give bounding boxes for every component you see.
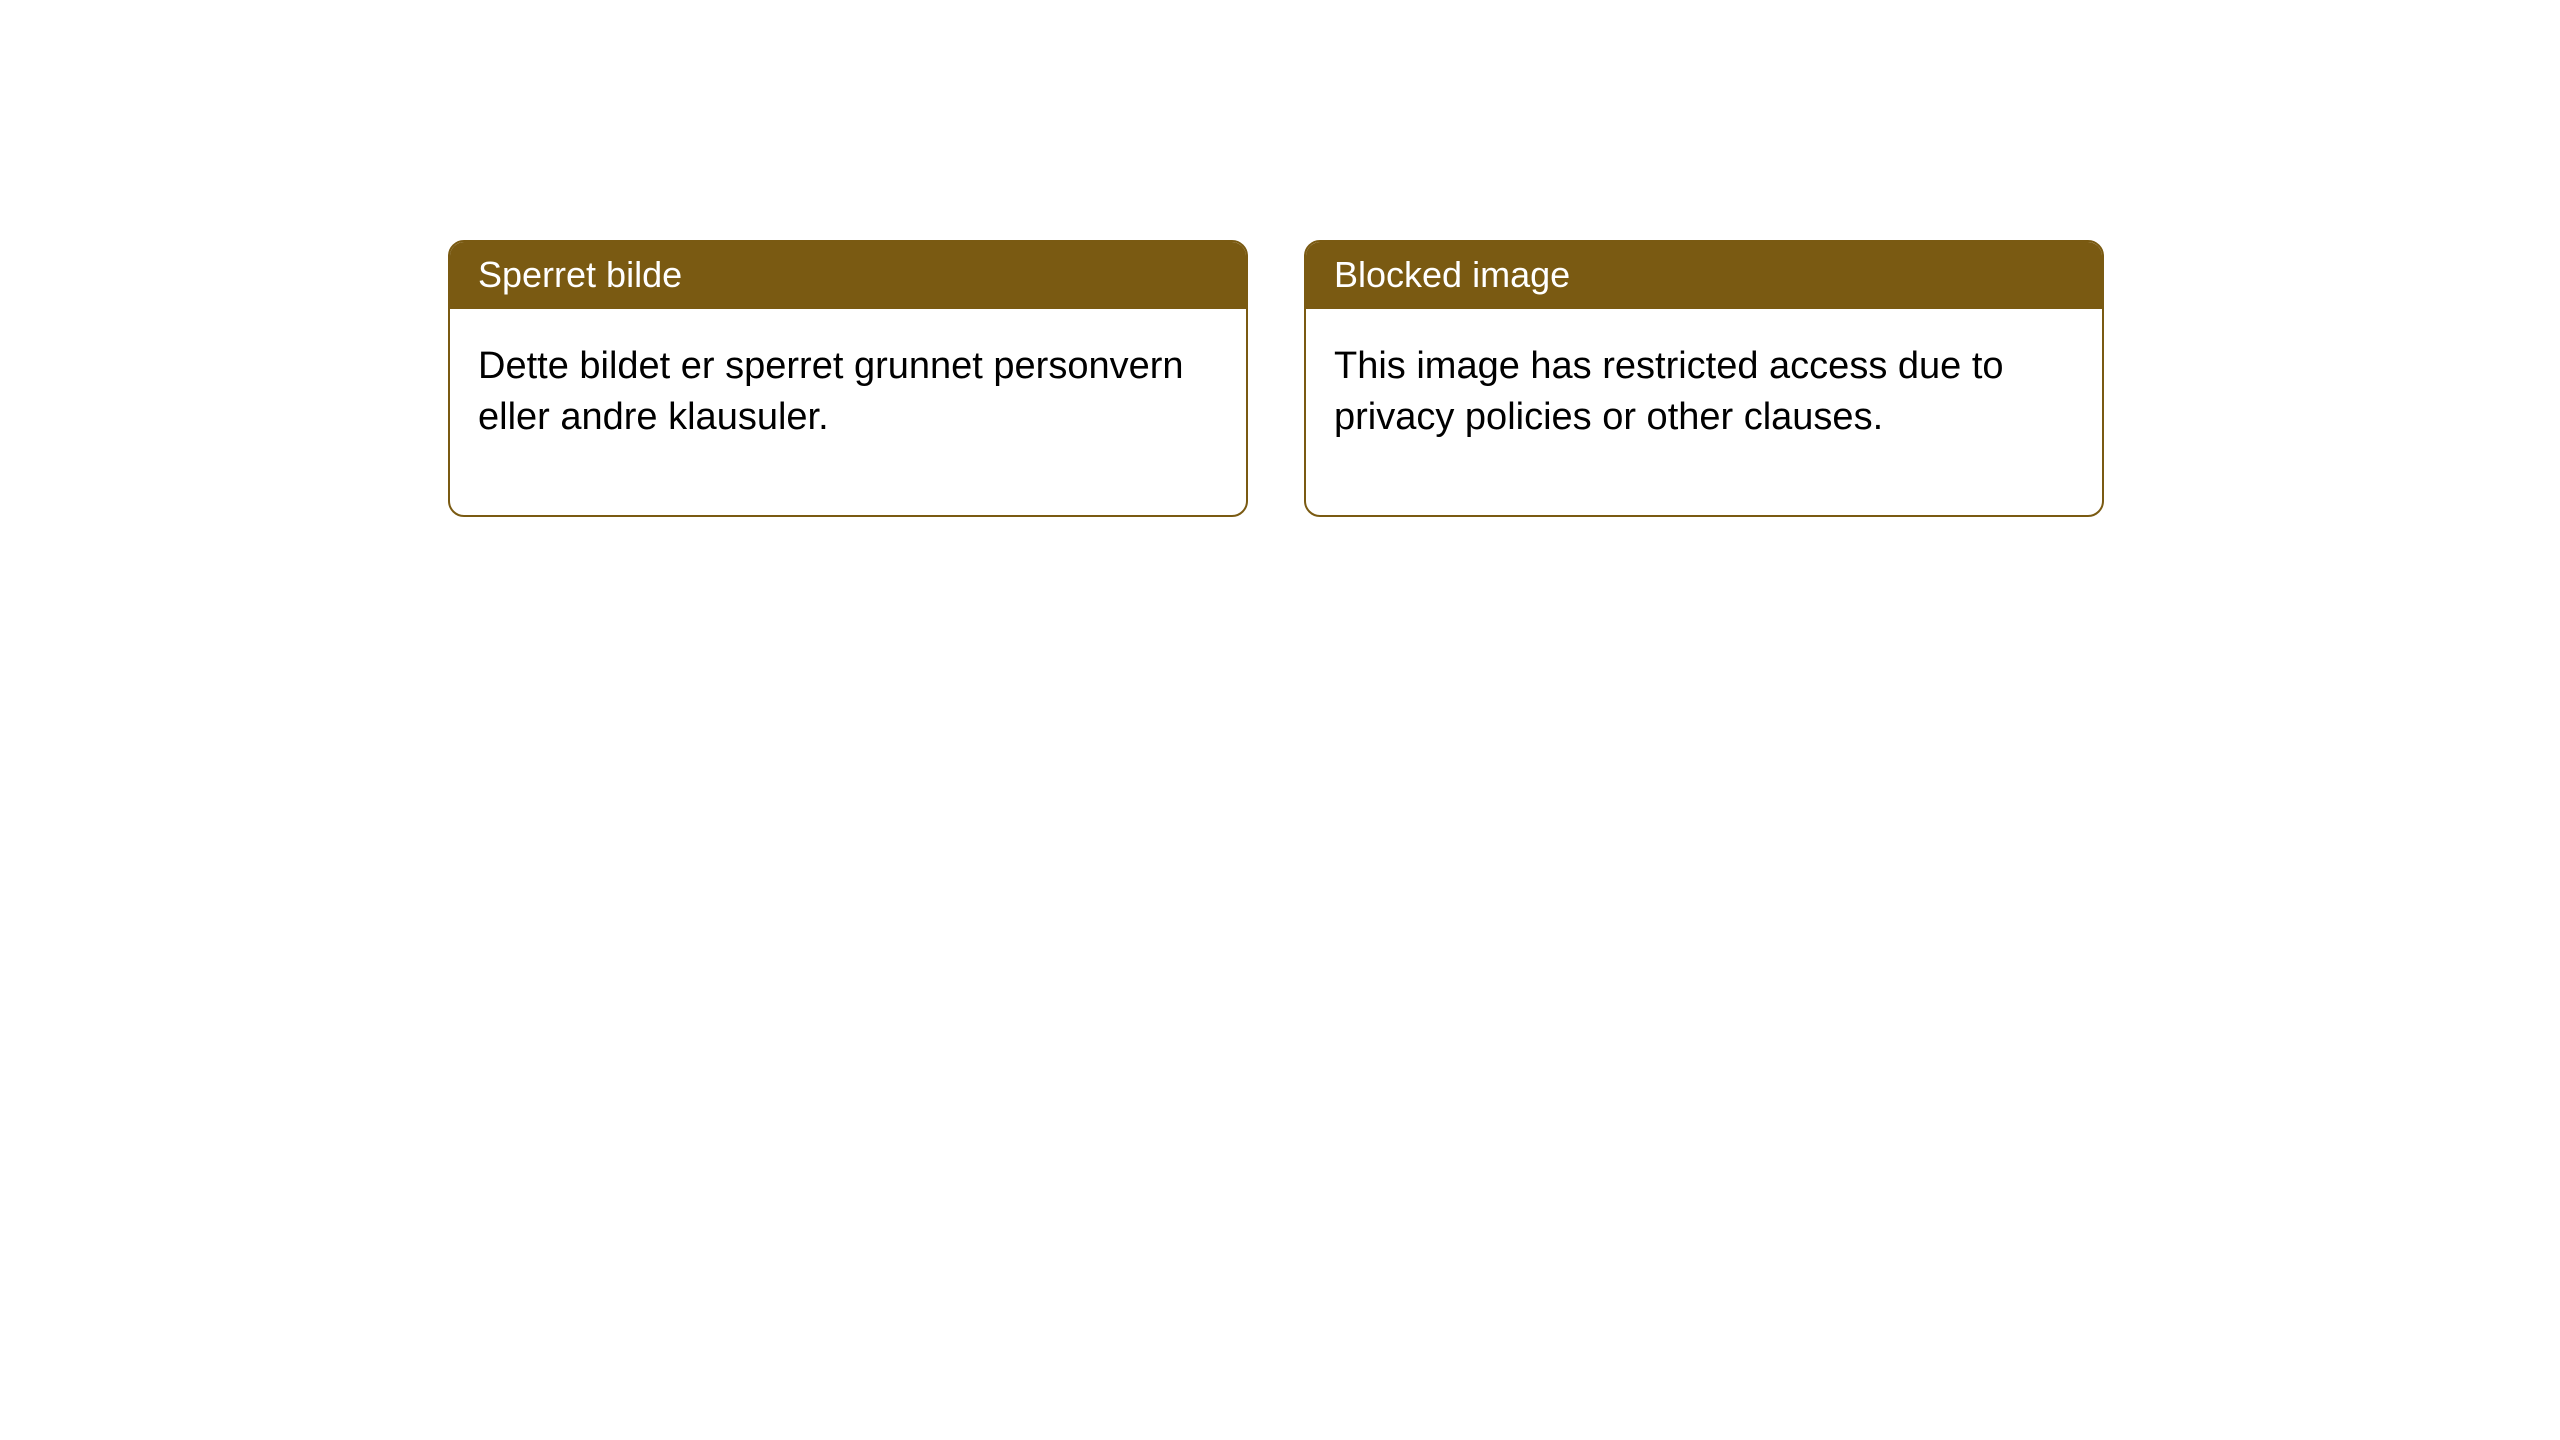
notice-box-norwegian: Sperret bilde Dette bildet er sperret gr… — [448, 240, 1248, 517]
notice-box-english: Blocked image This image has restricted … — [1304, 240, 2104, 517]
notice-header: Sperret bilde — [450, 242, 1246, 309]
notice-body: Dette bildet er sperret grunnet personve… — [450, 309, 1246, 516]
notice-header: Blocked image — [1306, 242, 2102, 309]
notice-container: Sperret bilde Dette bildet er sperret gr… — [448, 240, 2104, 517]
notice-body: This image has restricted access due to … — [1306, 309, 2102, 516]
